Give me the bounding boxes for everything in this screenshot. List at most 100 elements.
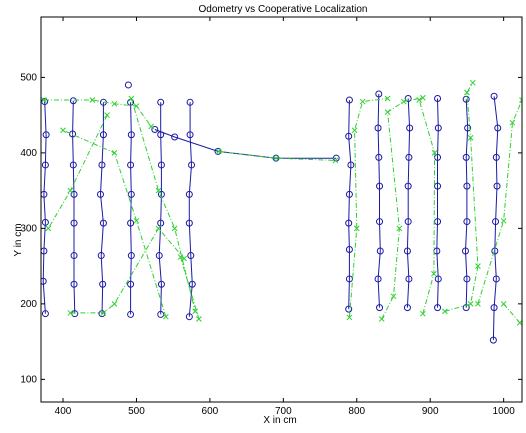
data-point — [490, 304, 498, 312]
data-point — [467, 301, 474, 307]
data-point — [111, 100, 118, 107]
data-point — [98, 161, 106, 169]
data-point — [345, 219, 353, 227]
data-point — [431, 150, 438, 156]
data-point — [490, 92, 498, 100]
y-tick-label: 500 — [20, 72, 37, 83]
series-line — [42, 101, 47, 314]
data-point — [351, 127, 358, 134]
data-point — [127, 131, 135, 139]
data-point — [186, 131, 194, 139]
data-point — [41, 98, 49, 106]
data-point — [41, 190, 48, 198]
data-point — [464, 89, 470, 96]
data-point — [396, 225, 403, 232]
data-point — [345, 96, 353, 104]
data-point — [434, 275, 442, 283]
data-point — [155, 225, 162, 232]
data-point — [98, 310, 106, 318]
data-point — [151, 125, 159, 133]
data-point — [96, 190, 104, 198]
data-point — [509, 119, 516, 126]
series-line — [477, 99, 522, 305]
data-point — [133, 217, 140, 224]
data-point — [403, 304, 411, 312]
data-point — [41, 161, 49, 169]
axis-ticks: 400 500 600 700 800 900 1000 100 200 300 400 500 — [20, 17, 522, 417]
series-line — [72, 100, 76, 314]
data-point — [177, 254, 184, 260]
data-point — [384, 95, 391, 102]
series-line — [464, 99, 469, 308]
data-point — [185, 219, 193, 227]
data-point — [69, 97, 77, 105]
data-point — [67, 310, 74, 316]
data-point — [181, 255, 188, 262]
data-point — [127, 219, 135, 227]
data-point — [374, 124, 382, 132]
data-point — [97, 252, 105, 260]
data-point — [45, 225, 52, 232]
y-tick-label: 300 — [20, 223, 37, 234]
series-line — [381, 97, 423, 320]
data-point — [67, 187, 74, 194]
data-point — [494, 124, 502, 132]
data-point — [41, 247, 48, 255]
y-tick-label: 400 — [20, 148, 37, 159]
plot-area — [41, 79, 522, 344]
data-point — [69, 161, 77, 169]
data-point — [171, 133, 179, 141]
x-tick-label: 900 — [422, 406, 439, 417]
series-line — [188, 102, 193, 317]
series-line — [62, 129, 167, 317]
series-line — [99, 102, 104, 314]
series-line — [406, 98, 411, 308]
data-point — [188, 280, 196, 288]
x-tick-label: 500 — [128, 406, 145, 417]
data-point — [462, 95, 470, 103]
data-point — [493, 182, 501, 190]
data-point — [434, 95, 442, 103]
data-point — [462, 304, 470, 312]
data-point — [188, 161, 196, 169]
data-point — [420, 310, 426, 317]
data-point — [155, 187, 162, 194]
data-point — [475, 263, 481, 269]
data-point — [41, 218, 49, 226]
data-point — [100, 310, 107, 316]
data-point — [111, 150, 118, 156]
data-point — [99, 219, 107, 227]
data-point — [127, 310, 135, 318]
data-point — [404, 218, 412, 226]
series-line — [180, 256, 200, 320]
axes-frame — [40, 16, 523, 403]
data-point — [155, 252, 163, 260]
data-point — [464, 124, 472, 132]
data-point — [376, 247, 384, 255]
data-point — [467, 134, 474, 141]
data-point — [70, 219, 78, 227]
data-point — [492, 218, 500, 226]
data-point — [376, 304, 384, 312]
data-point — [186, 98, 194, 106]
data-point — [374, 275, 382, 283]
data-point — [420, 94, 426, 101]
data-point — [345, 305, 353, 313]
series-line — [503, 303, 521, 324]
data-point — [345, 275, 353, 283]
series-line — [377, 93, 381, 308]
data-point — [157, 161, 165, 169]
data-point — [70, 280, 78, 288]
series-line — [130, 102, 132, 315]
series-line — [158, 102, 162, 315]
series-line — [348, 99, 352, 310]
data-point — [405, 275, 413, 283]
data-point — [157, 280, 165, 288]
data-point — [403, 247, 411, 255]
data-point — [489, 336, 497, 344]
data-point — [378, 316, 385, 322]
data-point — [404, 182, 412, 190]
series-line — [436, 98, 439, 308]
